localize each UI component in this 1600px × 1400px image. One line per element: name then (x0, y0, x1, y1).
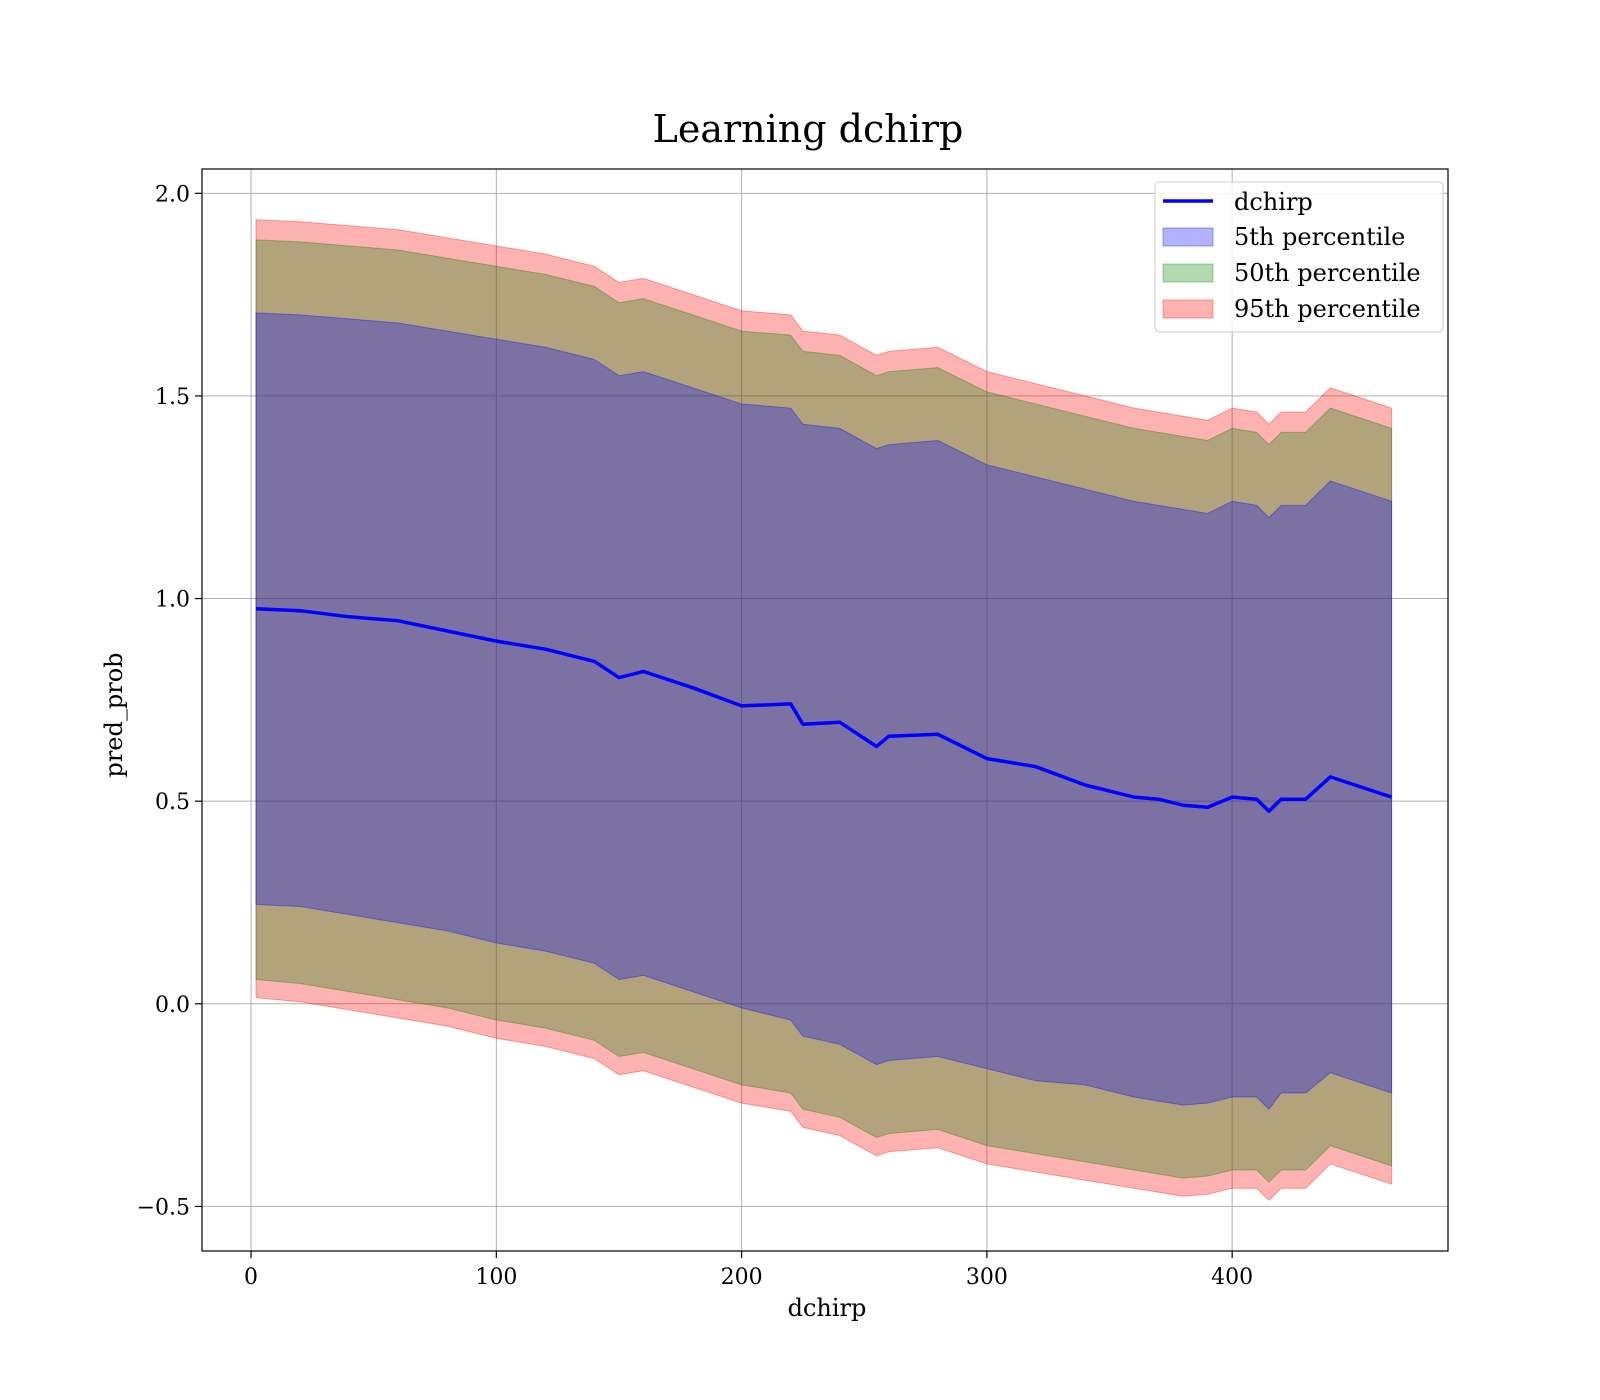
band-95th (255, 219, 1393, 1202)
series-lines (255, 606, 1393, 814)
legend-frame (1154, 181, 1444, 333)
y-tick-label: 1.0 (155, 588, 190, 613)
y-tick-label: 2.0 (155, 182, 190, 207)
band-5th (255, 312, 1393, 1110)
y-tick-label: 1.5 (155, 385, 190, 410)
chart-title: Learning dchirp (653, 107, 964, 151)
legend-label-5th: 5th percentile (1234, 223, 1405, 251)
legend-label-50th: 50th percentile (1234, 259, 1421, 287)
y-axis-label: pred_prob (100, 652, 128, 777)
legend-label-dchirp: dchirp (1234, 188, 1313, 216)
x-tick-label: 0 (244, 1265, 258, 1290)
legend-swatch-50th (1162, 263, 1214, 283)
plot-frame (201, 168, 1449, 1252)
legend-label-95th: 95th percentile (1234, 295, 1421, 323)
x-tick-label: 200 (721, 1265, 763, 1290)
percentile-bands (255, 219, 1393, 1202)
axis-ticks: 0 100 200 300 400 −0.5 0.0 0.5 1.0 1.5 2.0 (137, 182, 1254, 1290)
legend: dchirp 5th percentile 50th percentile 95… (1154, 181, 1444, 333)
x-tick-label: 300 (966, 1265, 1008, 1290)
band-50th (255, 239, 1393, 1183)
legend-swatch-5th (1162, 227, 1214, 247)
x-axis-label: dchirp (788, 1294, 867, 1322)
line-dchirp (255, 606, 1393, 814)
y-tick-label: −0.5 (137, 1195, 190, 1220)
y-tick-label: 0.5 (155, 790, 190, 815)
y-tick-label: 0.0 (155, 993, 190, 1018)
legend-swatch-95th (1162, 299, 1214, 319)
x-tick-label: 400 (1211, 1265, 1253, 1290)
x-tick-label: 100 (475, 1265, 517, 1290)
